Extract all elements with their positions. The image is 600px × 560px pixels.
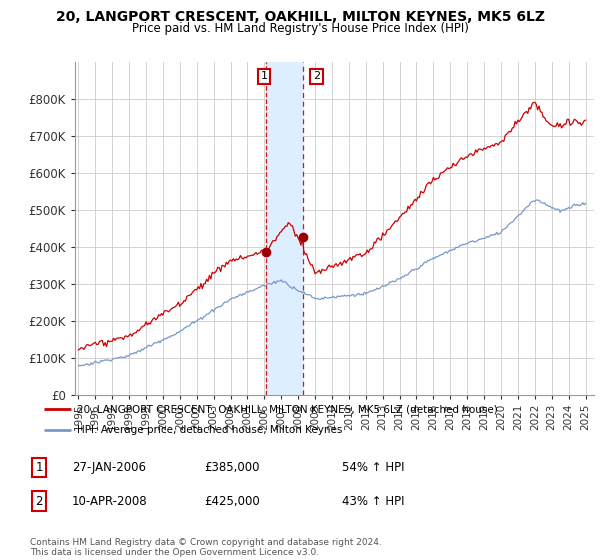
Text: 20, LANGPORT CRESCENT, OAKHILL, MILTON KEYNES, MK5 6LZ: 20, LANGPORT CRESCENT, OAKHILL, MILTON K… xyxy=(56,10,545,24)
Text: 1: 1 xyxy=(260,72,268,81)
Text: 54% ↑ HPI: 54% ↑ HPI xyxy=(342,461,404,474)
Text: £425,000: £425,000 xyxy=(204,494,260,508)
Text: 20, LANGPORT CRESCENT, OAKHILL, MILTON KEYNES, MK5 6LZ (detached house): 20, LANGPORT CRESCENT, OAKHILL, MILTON K… xyxy=(77,404,497,414)
Text: 2: 2 xyxy=(313,72,320,81)
Text: 2: 2 xyxy=(35,494,43,508)
Text: £385,000: £385,000 xyxy=(204,461,260,474)
Text: Contains HM Land Registry data © Crown copyright and database right 2024.
This d: Contains HM Land Registry data © Crown c… xyxy=(30,538,382,557)
Text: Price paid vs. HM Land Registry's House Price Index (HPI): Price paid vs. HM Land Registry's House … xyxy=(131,22,469,35)
Bar xyxy=(266,62,303,395)
Text: 43% ↑ HPI: 43% ↑ HPI xyxy=(342,494,404,508)
Text: HPI: Average price, detached house, Milton Keynes: HPI: Average price, detached house, Milt… xyxy=(77,424,342,435)
Text: 27-JAN-2006: 27-JAN-2006 xyxy=(72,461,146,474)
Text: 10-APR-2008: 10-APR-2008 xyxy=(72,494,148,508)
Text: 1: 1 xyxy=(35,461,43,474)
